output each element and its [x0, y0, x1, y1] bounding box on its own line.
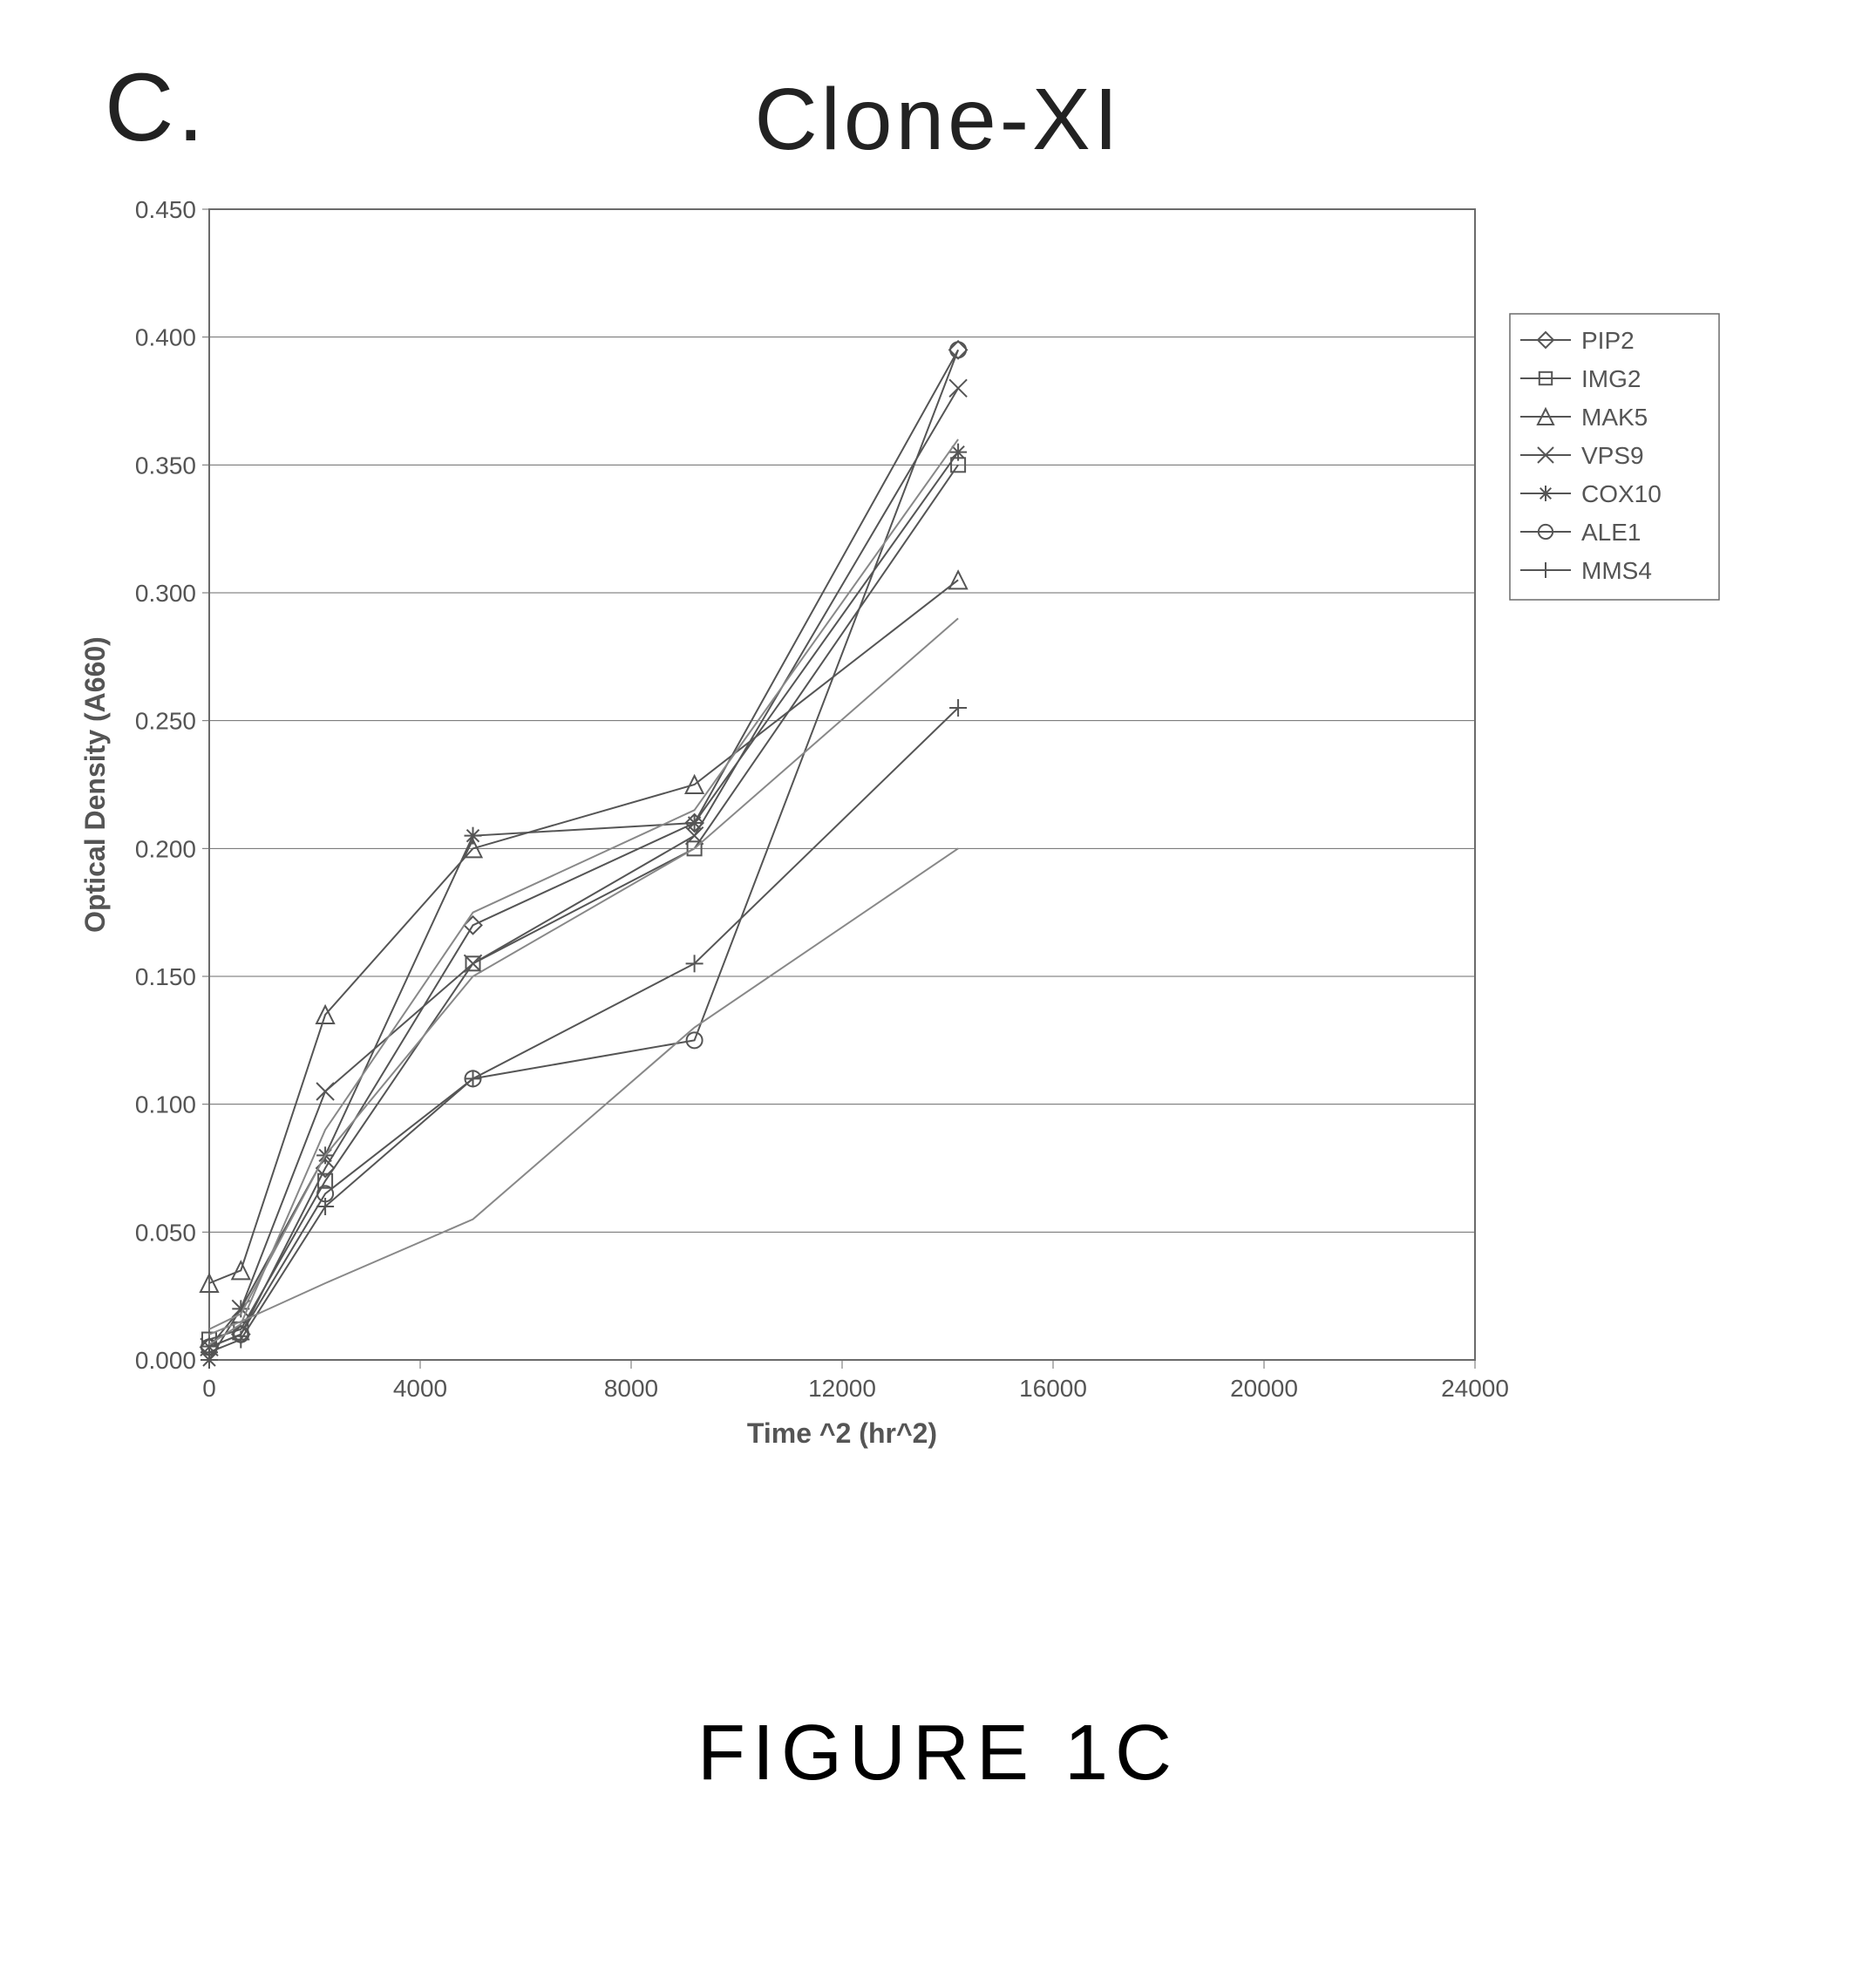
legend-label: ALE1 — [1581, 519, 1642, 546]
y-tick-label: 0.150 — [135, 963, 196, 990]
chart-title: Clone-XI — [0, 70, 1876, 170]
figure-caption: FIGURE 1C — [0, 1709, 1876, 1798]
y-tick-label: 0.000 — [135, 1347, 196, 1374]
y-tick-label: 0.300 — [135, 580, 196, 607]
x-axis-label: Time ^2 (hr^2) — [747, 1417, 937, 1449]
y-tick-label: 0.100 — [135, 1091, 196, 1118]
y-tick-label: 0.200 — [135, 835, 196, 862]
x-tick-label: 20000 — [1230, 1375, 1298, 1402]
legend-label: MAK5 — [1581, 404, 1648, 431]
line-chart: 0.000 0.050 0.100 0.150 0.200 0.250 0.300 0.350… — [52, 192, 1824, 1499]
x-tick-label: 12000 — [808, 1375, 876, 1402]
legend-label: VPS9 — [1581, 442, 1644, 469]
legend-label: COX10 — [1581, 480, 1662, 507]
x-tick-label: 8000 — [604, 1375, 658, 1402]
y-tick-label: 0.250 — [135, 708, 196, 735]
y-tick-label: 0.350 — [135, 452, 196, 479]
y-tick-label: 0.050 — [135, 1219, 196, 1246]
chart-container: 0.000 0.050 0.100 0.150 0.200 0.250 0.300 0.350… — [52, 192, 1824, 1499]
page: C. Clone-XI 0.0000.0500.1000.1500.2000.2… — [0, 0, 1876, 1978]
legend-label: IMG2 — [1581, 365, 1641, 392]
y-tick-label: 0.400 — [135, 324, 196, 351]
x-tick-label: 0 — [202, 1375, 216, 1402]
x-tick-label: 4000 — [393, 1375, 447, 1402]
legend: PIP2 IMG2 MAK5 VPS9 COX10 ALE1 MMS4 — [1510, 314, 1719, 600]
legend-label: MMS4 — [1581, 557, 1652, 584]
y-axis-label: Optical Density (A660) — [79, 636, 111, 933]
x-tick-label: 16000 — [1019, 1375, 1087, 1402]
y-tick-label: 0.450 — [135, 196, 196, 223]
x-tick-label: 24000 — [1441, 1375, 1509, 1402]
legend-label: PIP2 — [1581, 327, 1635, 354]
